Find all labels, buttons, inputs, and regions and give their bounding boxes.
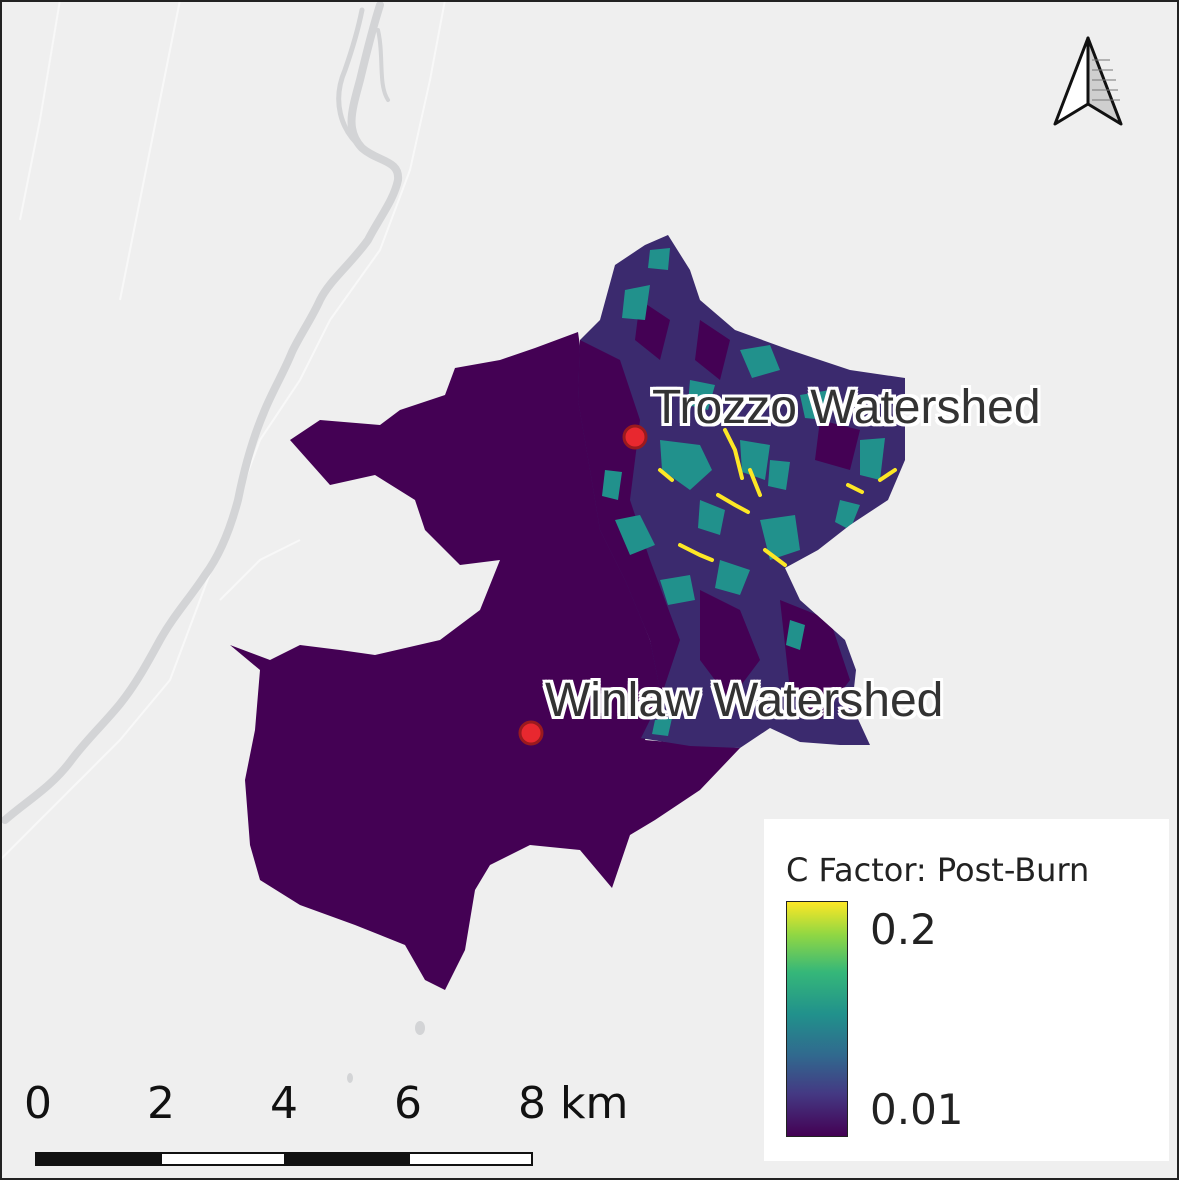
scale-label-4: 4 (270, 1078, 298, 1129)
legend: C Factor: Post-Burn 0.2 0.01 (764, 819, 1169, 1161)
legend-max-label: 0.2 (870, 905, 937, 954)
scale-label-6: 6 (394, 1078, 422, 1129)
winlaw-watershed (230, 332, 740, 990)
islet (347, 1073, 353, 1083)
north-arrow-icon (1053, 36, 1123, 126)
legend-color-ramp (786, 901, 848, 1137)
trozzo-site-marker (622, 424, 648, 450)
legend-min-label: 0.01 (870, 1085, 964, 1134)
winlaw-site-marker (518, 720, 544, 746)
trozzo-watershed-label: Trozzo Watershed (652, 381, 1041, 434)
scale-label-0: 0 (24, 1078, 52, 1129)
legend-title: C Factor: Post-Burn (786, 851, 1090, 889)
winlaw-watershed-label: Winlaw Watershed (545, 674, 944, 727)
river (1, 1, 403, 824)
road-network (0, 0, 446, 861)
scale-bar (35, 1152, 533, 1166)
islet (415, 1021, 425, 1035)
scale-label-8km: 8 km (518, 1078, 629, 1129)
trozzo-watershed (578, 235, 905, 748)
scale-label-2: 2 (147, 1078, 175, 1129)
